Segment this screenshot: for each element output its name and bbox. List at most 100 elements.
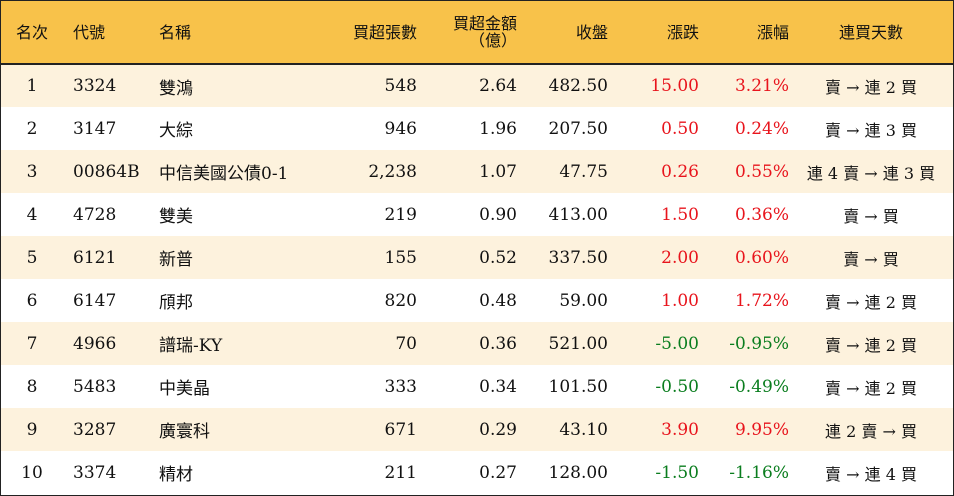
cell-name: 中信美國公債0-1 <box>159 164 289 184</box>
header-code[interactable]: 代號 <box>63 1 157 65</box>
cell-pct: 0.60% <box>734 247 789 268</box>
header-name[interactable]: 名稱 <box>157 1 343 65</box>
cell-close: 482.50 <box>548 76 608 96</box>
cell-rank: 10 <box>21 462 43 483</box>
table-row[interactable]: 5 6121 新普 155 0.52 337.50 2.00 0.60% 賣 → 買 <box>1 236 953 279</box>
cell-days: 賣 → 連 4 買 <box>825 464 917 484</box>
cell-days: 賣 → 買 <box>843 206 899 226</box>
cell-change: -5.00 <box>655 333 699 354</box>
cell-name: 頎邦 <box>159 293 193 313</box>
cell-code: 4728 <box>73 204 117 225</box>
cell-name: 精材 <box>159 465 193 485</box>
cell-change: 3.90 <box>661 419 699 440</box>
header-rank[interactable]: 名次 <box>1 1 63 65</box>
cell-close: 521.00 <box>548 333 608 354</box>
table-row[interactable]: 10 3374 精材 211 0.27 128.00 -1.50 -1.16% 賣 → 連 4 … <box>1 451 953 494</box>
cell-days: 賣 → 連 2 買 <box>825 292 917 312</box>
cell-amount: 0.27 <box>479 462 517 483</box>
cell-days: 賣 → 連 3 買 <box>825 120 917 140</box>
cell-rank: 7 <box>26 333 38 354</box>
cell-rank: 9 <box>26 419 38 440</box>
cell-change: -1.50 <box>655 462 699 483</box>
cell-code: 3374 <box>73 462 117 483</box>
cell-change: 2.00 <box>661 247 699 268</box>
cell-rank: 6 <box>26 290 38 311</box>
table-row[interactable]: 2 3147 大綜 946 1.96 207.50 0.50 0.24% 賣 → 連 3 買 <box>1 107 953 150</box>
cell-change: 1.50 <box>661 204 699 225</box>
table-row[interactable]: 4 4728 雙美 219 0.90 413.00 1.50 0.36% 賣 → 買 <box>1 193 953 236</box>
table-row[interactable]: 1 3324 雙鴻 548 2.64 482.50 15.00 3.21% 賣 → 連 2 買 <box>1 64 953 107</box>
cell-rank: 2 <box>26 118 38 139</box>
cell-close: 47.75 <box>559 161 608 182</box>
cell-days: 賣 → 連 2 買 <box>825 335 917 355</box>
cell-code: 3287 <box>73 419 117 440</box>
cell-pct: -1.16% <box>729 462 789 483</box>
cell-name: 雙美 <box>159 207 193 227</box>
cell-name: 廣寰科 <box>159 422 210 442</box>
cell-volume: 946 <box>384 118 417 139</box>
cell-pct: 0.24% <box>734 118 789 139</box>
cell-days: 賣 → 買 <box>843 249 899 269</box>
cell-amount: 0.90 <box>479 204 517 225</box>
header-pct[interactable]: 漲幅 <box>699 1 789 65</box>
table-header-row: 名次 代號 名稱 買超張數 買超金額 （億） 收盤 漲跌 漲幅 連買天數 <box>1 1 953 65</box>
cell-rank: 4 <box>26 204 38 225</box>
cell-rank: 5 <box>26 247 38 268</box>
cell-code: 6147 <box>73 290 117 311</box>
cell-change: 15.00 <box>650 76 699 96</box>
cell-name: 雙鴻 <box>159 78 193 99</box>
cell-code: 3147 <box>73 118 117 139</box>
cell-pct: 0.36% <box>734 204 789 225</box>
cell-name: 大綜 <box>159 121 193 141</box>
cell-pct: -0.95% <box>729 333 789 354</box>
table-row[interactable]: 3 00864B 中信美國公債0-1 2,238 1.07 47.75 0.26 0.55% 連… <box>1 150 953 193</box>
cell-close: 43.10 <box>559 419 608 440</box>
cell-volume: 2,238 <box>368 161 417 182</box>
cell-change: 0.50 <box>661 118 699 139</box>
cell-rank: 1 <box>26 76 38 96</box>
cell-amount: 0.34 <box>479 376 517 397</box>
cell-close: 207.50 <box>548 118 608 139</box>
table-row[interactable]: 7 4966 譜瑞-KY 70 0.36 521.00 -5.00 -0.95% 賣 → 連 2… <box>1 322 953 365</box>
cell-code: 5483 <box>73 376 117 397</box>
cell-code: 4966 <box>73 333 117 354</box>
header-change[interactable]: 漲跌 <box>608 1 699 65</box>
cell-volume: 548 <box>384 76 417 96</box>
table-row[interactable]: 8 5483 中美晶 333 0.34 101.50 -0.50 -0.49% 賣 → 連 2 … <box>1 365 953 408</box>
header-days[interactable]: 連買天數 <box>789 1 953 65</box>
cell-amount: 0.29 <box>479 419 517 440</box>
cell-code: 00864B <box>73 161 140 182</box>
cell-amount: 1.07 <box>479 161 517 182</box>
cell-pct: -0.49% <box>729 376 789 397</box>
cell-change: -0.50 <box>655 376 699 397</box>
cell-name: 新普 <box>159 250 193 270</box>
cell-days: 連 2 賣 → 買 <box>825 421 917 441</box>
cell-pct: 9.95% <box>734 419 789 440</box>
table-row[interactable]: 6 6147 頎邦 820 0.48 59.00 1.00 1.72% 賣 → 連 2 買 <box>1 279 953 322</box>
header-close[interactable]: 收盤 <box>517 1 608 65</box>
cell-code: 6121 <box>73 247 117 268</box>
cell-days: 賣 → 連 2 買 <box>825 78 917 97</box>
header-amount-line1: 買超金額 <box>452 14 517 33</box>
cell-name: 譜瑞-KY <box>159 336 223 356</box>
header-volume[interactable]: 買超張數 <box>343 1 417 65</box>
cell-rank: 8 <box>26 376 38 397</box>
cell-volume: 155 <box>384 247 417 268</box>
cell-pct: 0.55% <box>734 161 789 182</box>
cell-close: 337.50 <box>548 247 608 268</box>
cell-pct: 3.21% <box>734 76 789 96</box>
cell-volume: 820 <box>384 290 417 311</box>
table-row[interactable]: 9 3287 廣寰科 671 0.29 43.10 3.90 9.95% 連 2 賣 → 買 <box>1 408 953 451</box>
cell-volume: 70 <box>395 333 417 354</box>
cell-name: 中美晶 <box>159 379 210 399</box>
cell-volume: 219 <box>384 204 417 225</box>
header-amount[interactable]: 買超金額 （億） <box>417 1 517 65</box>
cell-amount: 0.36 <box>479 333 517 354</box>
header-amount-line2: （億） <box>468 31 517 50</box>
cell-close: 59.00 <box>559 290 608 311</box>
cell-change: 0.26 <box>661 161 699 182</box>
cell-amount: 2.64 <box>479 76 517 96</box>
cell-amount: 0.48 <box>479 290 517 311</box>
